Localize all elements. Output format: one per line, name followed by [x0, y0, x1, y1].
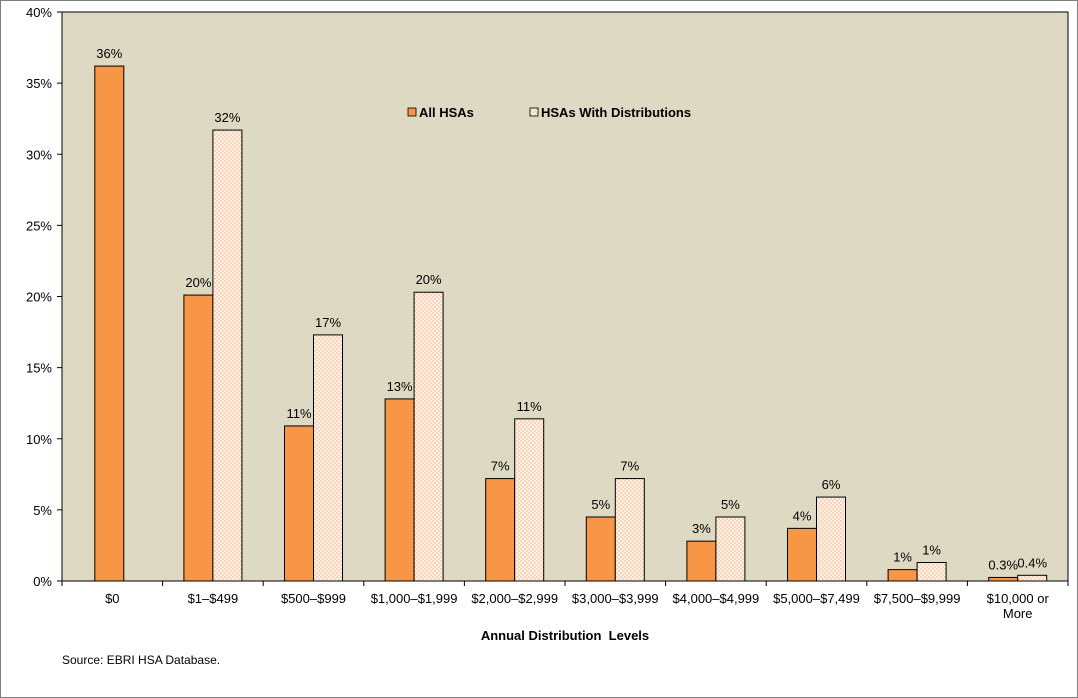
bar-all-hsas	[384, 398, 415, 582]
data-label-all-hsas: 13%	[387, 379, 413, 394]
y-tick-label: 15%	[26, 361, 52, 376]
bar-all-hsas	[686, 540, 717, 582]
bar-all-hsas	[887, 569, 918, 582]
x-tick-label: $3,000–$3,999	[572, 591, 659, 606]
bar-all-hsas	[94, 65, 125, 582]
data-label-with-distributions: 20%	[416, 272, 442, 287]
data-label-all-hsas: 4%	[793, 508, 812, 523]
bars	[94, 65, 1048, 582]
data-label-with-distributions: 7%	[620, 459, 639, 474]
bar-with-distributions	[916, 562, 947, 582]
y-tick-label: 30%	[26, 147, 52, 162]
bar-with-distributions	[313, 334, 343, 582]
y-tick-label: 10%	[26, 432, 52, 447]
bar-with-distributions	[816, 496, 846, 582]
legend-label-with-distributions: HSAs With Distributions	[541, 105, 691, 120]
legend-label-all-hsas: All HSAs	[419, 105, 474, 120]
bar-with-distributions	[614, 478, 645, 582]
data-label-with-distributions: 1%	[922, 543, 941, 558]
y-tick-label: 0%	[33, 574, 52, 589]
data-label-all-hsas: 3%	[692, 521, 711, 536]
y-tick-label: 40%	[26, 5, 52, 20]
data-label-all-hsas: 36%	[96, 46, 122, 61]
data-label-all-hsas: 20%	[185, 275, 211, 290]
data-label-all-hsas: 7%	[491, 459, 510, 474]
data-labels: 36% 20% 32% 11% 17% 13% 20% 7% 11% 5% 7% 3% 5% 4% 6% 1%…	[96, 46, 1047, 572]
bar-all-hsas	[485, 478, 516, 582]
x-tick-label: $5,000–$7,499	[773, 591, 860, 606]
bar-with-distributions	[212, 129, 243, 582]
data-label-all-hsas: 5%	[591, 497, 610, 512]
x-tick-label: $1–$499	[188, 591, 239, 606]
bar-all-hsas	[988, 576, 1019, 582]
y-tick-label: 20%	[26, 290, 52, 305]
data-label-all-hsas: 1%	[893, 550, 912, 565]
bar-all-hsas	[284, 425, 314, 582]
bar-all-hsas	[183, 294, 214, 582]
legend-swatch-with-distributions	[529, 107, 539, 117]
data-label-with-distributions: 5%	[721, 497, 740, 512]
y-tick-label: 35%	[26, 76, 52, 91]
data-label-all-hsas: 0.3%	[988, 557, 1018, 572]
x-axis-title: Annual Distribution Levels	[481, 628, 649, 643]
data-label-with-distributions: 6%	[822, 477, 841, 492]
x-axis: $0 $1–$499 $500–$999 $1,000–$1,999 $2,000–$2…	[61, 581, 1069, 621]
bar-with-distributions	[715, 516, 746, 582]
bar-all-hsas	[787, 527, 817, 582]
x-tick-label: $500–$999	[281, 591, 346, 606]
y-axis: 0% 5% 10% 15% 20% 25% 30% 35% 40%	[26, 5, 62, 589]
bar-with-distributions	[514, 418, 545, 582]
y-tick-label: 5%	[33, 503, 52, 518]
data-label-all-hsas: 11%	[286, 406, 311, 421]
x-tick-label: $4,000–$4,999	[673, 591, 760, 606]
data-label-with-distributions: 0.4%	[1017, 555, 1047, 570]
data-label-with-distributions: 32%	[214, 110, 240, 125]
y-tick-label: 25%	[26, 218, 52, 233]
bar-with-distributions	[1017, 574, 1048, 582]
legend: All HSAs HSAs With Distributions	[407, 105, 691, 120]
data-label-with-distributions: 17%	[315, 315, 341, 330]
bar-with-distributions	[413, 291, 444, 582]
source-note: Source: EBRI HSA Database.	[62, 653, 221, 667]
x-tick-label: $7,500–$9,999	[874, 591, 961, 606]
legend-swatch-all-hsas	[407, 107, 417, 117]
x-tick-label: $1,000–$1,999	[371, 591, 458, 606]
x-tick-label: $2,000–$2,999	[471, 591, 558, 606]
data-label-with-distributions: 11%	[517, 399, 542, 414]
x-tick-label: $0	[105, 591, 119, 606]
x-tick-label: $10,000 or More	[987, 591, 1050, 621]
bar-all-hsas	[585, 516, 616, 582]
